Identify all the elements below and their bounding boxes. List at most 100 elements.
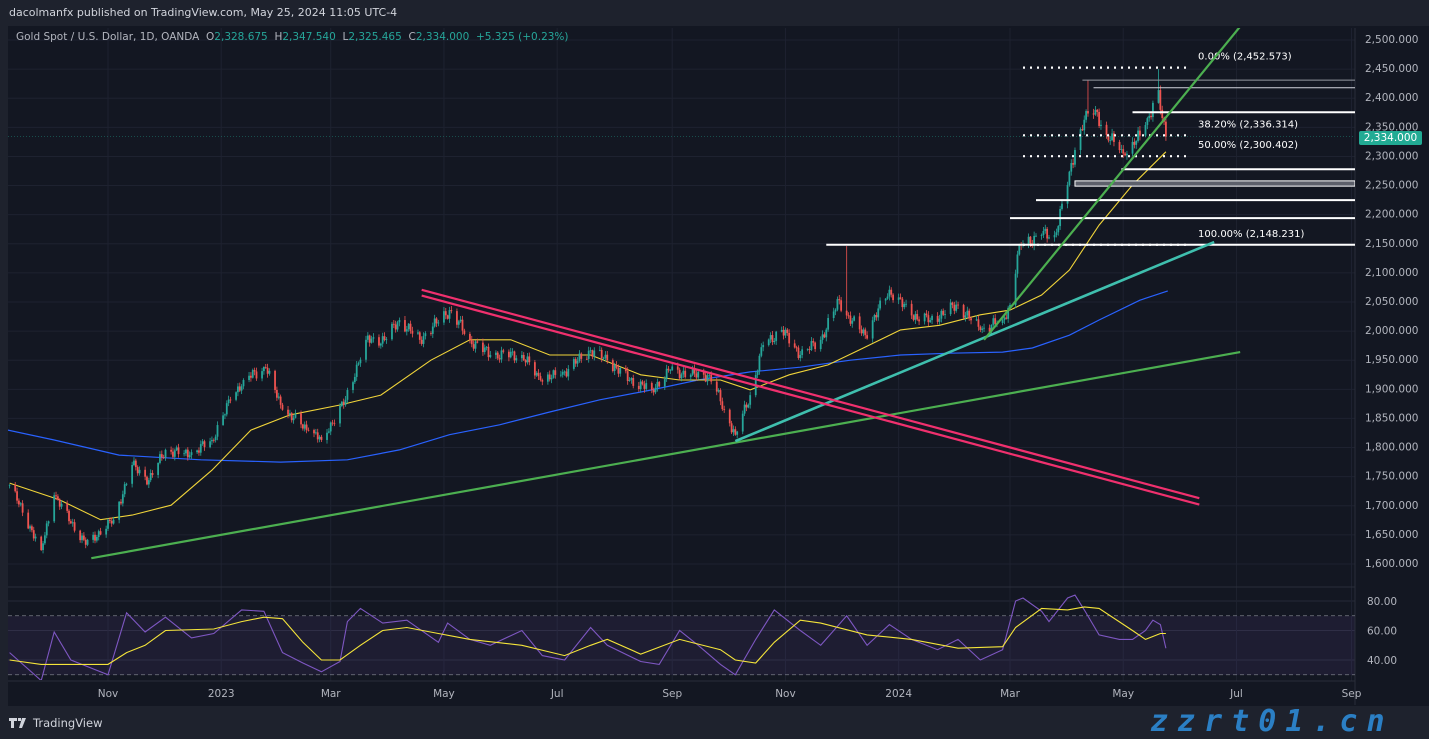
candle [385, 337, 388, 344]
candle-body [873, 315, 876, 321]
candle [1161, 105, 1164, 121]
candle [550, 374, 553, 384]
candle-body [316, 432, 319, 440]
candle [424, 331, 427, 340]
candle-body [339, 405, 341, 424]
price-tick-label: 1,800.000 [1365, 442, 1418, 454]
candle [949, 299, 952, 316]
candle-body [185, 449, 187, 454]
candle-body [333, 423, 336, 425]
candle-body [27, 512, 30, 529]
candle [784, 327, 787, 339]
candle [1083, 115, 1086, 135]
candle [86, 538, 89, 547]
candle [177, 443, 180, 458]
price-tick-label: 2,300.000 [1365, 150, 1418, 162]
candle [68, 509, 70, 525]
candle-body [669, 370, 672, 371]
candle [320, 434, 323, 443]
candle-body [405, 329, 408, 332]
candle [966, 306, 969, 319]
candle-body [71, 522, 74, 524]
candle-body [1122, 149, 1125, 154]
time-tick-label: Sep [1342, 688, 1362, 700]
candle [689, 373, 692, 382]
candle-body [275, 390, 278, 398]
candle [107, 518, 109, 532]
rsi-pane[interactable] [8, 594, 1355, 681]
candle [656, 378, 659, 392]
candle [170, 446, 173, 455]
candle [275, 386, 278, 401]
candle-body [630, 378, 633, 381]
candle [1157, 69, 1160, 104]
candle [214, 434, 217, 443]
candle-body [652, 389, 655, 393]
candle [528, 352, 531, 366]
price-tick-label: 1,850.000 [1365, 412, 1418, 424]
candle [392, 320, 395, 329]
candle-body [916, 313, 919, 320]
candle [962, 303, 965, 319]
time-tick-label: Jul [1229, 688, 1243, 700]
candle-body [535, 372, 538, 376]
candle-body [58, 499, 61, 507]
time-tick-label: 2024 [885, 688, 912, 700]
candle-body [539, 376, 542, 381]
candle-body [1053, 235, 1056, 238]
candle [507, 349, 510, 362]
candle [1035, 233, 1037, 238]
candle-body [955, 304, 958, 311]
candle [886, 293, 889, 300]
candle-body [1027, 236, 1030, 245]
candle [602, 356, 605, 361]
candle-body [279, 396, 282, 405]
candle [1152, 100, 1154, 122]
candle-body [1107, 134, 1110, 141]
candle [326, 429, 328, 444]
candle [626, 367, 629, 385]
tradingview-logo[interactable]: TradingView [9, 716, 102, 730]
candle-body [274, 370, 276, 391]
candle [84, 537, 87, 549]
candle-body [392, 323, 395, 325]
high-value: 2,347.540 [282, 31, 336, 43]
candle-body [680, 374, 683, 379]
candle [1109, 136, 1112, 145]
candle-body [849, 315, 852, 324]
candle-body [160, 454, 163, 458]
candle [1044, 224, 1047, 234]
candle [470, 335, 473, 348]
candle [587, 346, 590, 363]
candle [682, 367, 685, 378]
candle [1118, 139, 1121, 154]
candle [951, 301, 954, 309]
fib-level-label: 38.20% (2,336.314) [1198, 119, 1298, 130]
candle-body [550, 377, 553, 380]
chart-panel[interactable] [8, 26, 1429, 706]
candle [357, 361, 360, 366]
candle [240, 384, 243, 395]
candle [411, 326, 414, 338]
candle [1085, 109, 1088, 123]
candle-body [45, 523, 48, 536]
candle [1053, 230, 1056, 242]
candle-body [287, 409, 289, 415]
candle-body [422, 336, 425, 344]
trendline-pink [421, 288, 1200, 500]
trendline-green [983, 28, 1241, 341]
candle-body [728, 409, 731, 424]
candle [450, 306, 453, 314]
main-pane[interactable]: 0.00% (2,452.573) 38.20% (2,336.314) 50.00… [8, 24, 1355, 560]
candle [730, 420, 733, 435]
candle-body [198, 450, 200, 453]
candle [877, 304, 880, 321]
candle [773, 337, 776, 345]
candle-body [840, 300, 843, 311]
candle-body [251, 370, 254, 378]
candle-body [235, 392, 237, 400]
candle-body [563, 371, 566, 373]
candle-body [676, 366, 679, 370]
candle [1165, 118, 1167, 141]
